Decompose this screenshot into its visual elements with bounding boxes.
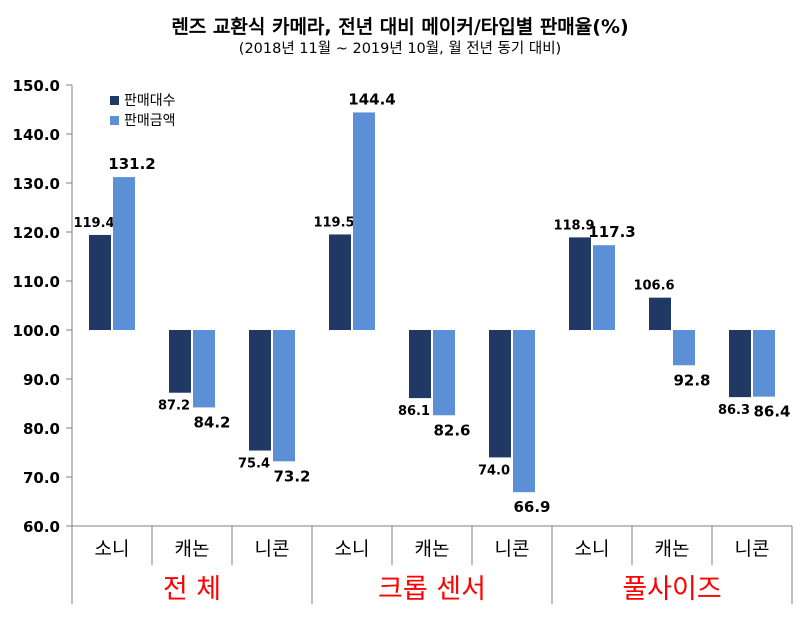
y-tick-label: 80.0	[23, 420, 60, 438]
data-label: 118.9	[553, 218, 594, 233]
data-label: 92.8	[673, 371, 710, 389]
y-tick-label: 150.0	[13, 77, 60, 95]
data-label: 74.0	[478, 463, 510, 478]
data-label: 73.2	[273, 467, 310, 485]
data-label: 117.3	[588, 223, 635, 241]
data-label: 144.4	[348, 90, 395, 108]
bar-units	[569, 237, 591, 330]
category-label: 캐논	[655, 538, 690, 560]
bar-revenue	[193, 330, 215, 408]
legend-swatch	[110, 116, 119, 125]
chart-title: 렌즈 교환식 카메라, 전년 대비 메이커/타입별 판매율(%)	[171, 16, 629, 38]
data-label: 87.2	[158, 399, 190, 414]
category-label: 니콘	[255, 538, 290, 560]
y-tick-label: 110.0	[13, 273, 60, 291]
y-tick-label: 130.0	[13, 175, 60, 193]
data-label: 66.9	[513, 498, 550, 516]
data-label: 86.4	[753, 403, 790, 421]
bar-revenue	[673, 330, 695, 366]
bar-revenue	[353, 112, 375, 330]
y-tick-label: 100.0	[13, 322, 60, 340]
legend-label: 판매금액	[124, 113, 176, 129]
y-tick-label: 60.0	[23, 518, 60, 536]
group-label: 전 체	[163, 574, 221, 605]
bar-units	[489, 330, 511, 458]
bar-units	[649, 297, 671, 330]
data-label: 119.5	[313, 215, 354, 230]
category-label: 소니	[335, 538, 370, 560]
bar-units	[169, 330, 191, 393]
data-label: 84.2	[193, 413, 230, 431]
bar-units	[329, 234, 351, 330]
y-tick-label: 140.0	[13, 126, 60, 144]
category-label: 니콘	[495, 538, 530, 560]
category-label: 캐논	[175, 538, 210, 560]
bar-revenue	[113, 177, 135, 330]
bar-revenue	[753, 330, 775, 397]
bar-revenue	[273, 330, 295, 462]
bar-units	[249, 330, 271, 451]
y-tick-label: 120.0	[13, 224, 60, 242]
bar-revenue	[593, 245, 615, 330]
data-label: 86.1	[398, 404, 430, 419]
bar-units	[729, 330, 751, 398]
bar-units	[89, 234, 111, 330]
chart-subtitle: (2018년 11월 ~ 2019년 10월, 월 전년 동기 대비)	[238, 41, 562, 57]
category-label: 소니	[95, 538, 130, 560]
data-label: 86.3	[718, 403, 750, 418]
bar-revenue	[433, 330, 455, 416]
group-label: 풀사이즈	[622, 574, 721, 605]
y-tick-label: 70.0	[23, 469, 60, 487]
bar-units	[409, 330, 431, 399]
data-label: 131.2	[108, 155, 155, 173]
data-label: 119.4	[73, 216, 114, 231]
group-label: 크롭 센서	[378, 574, 486, 605]
category-label: 캐논	[415, 538, 450, 560]
y-tick-label: 90.0	[23, 371, 60, 389]
legend-swatch	[110, 96, 119, 105]
data-label: 82.6	[433, 421, 470, 439]
bar-revenue	[513, 330, 535, 493]
data-label: 106.6	[633, 279, 674, 294]
legend-label: 판매대수	[124, 93, 176, 109]
data-label: 75.4	[238, 457, 270, 472]
category-label: 니콘	[735, 538, 770, 560]
category-label: 소니	[575, 538, 610, 560]
